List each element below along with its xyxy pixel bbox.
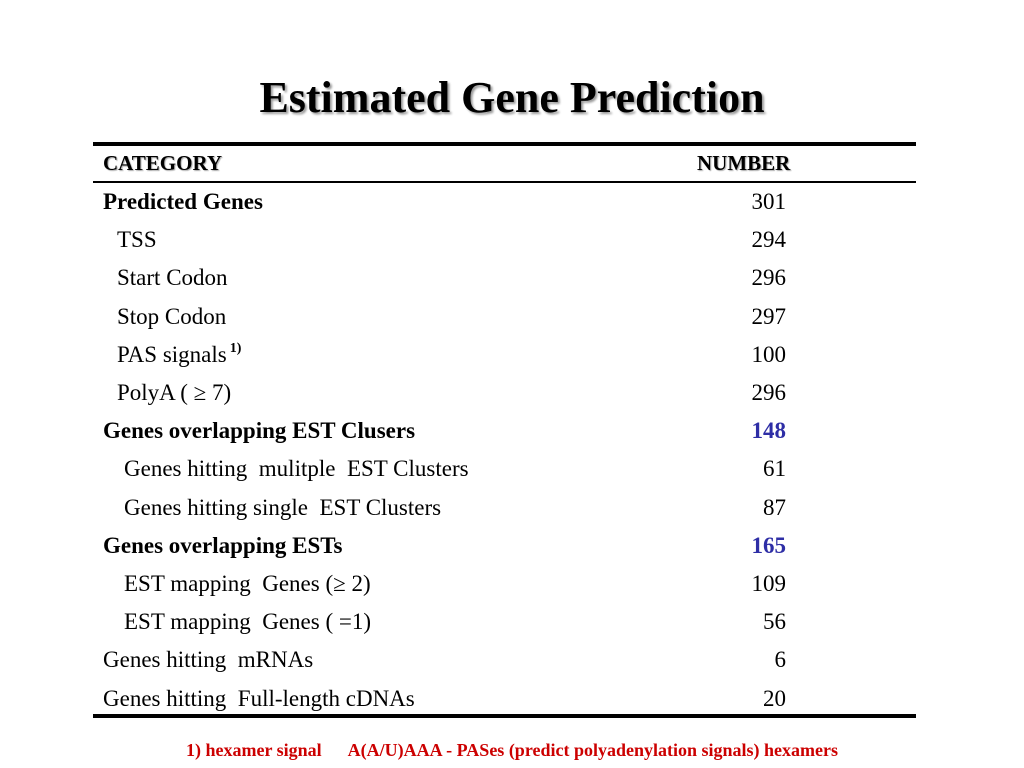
table-row: Genes hitting mulitple EST Clusters 61 — [93, 450, 916, 488]
category-cell: Stop Codon — [117, 298, 226, 336]
number-cell: 87 — [763, 494, 786, 520]
number-cell: 294 — [751, 227, 787, 253]
category-cell: PolyA ( ≥ 7) — [117, 374, 231, 412]
category-cell: Genes overlapping ESTs — [103, 527, 342, 565]
category-label: PAS signals — [117, 341, 227, 367]
category-label: EST mapping Genes (≥ 2) — [124, 571, 371, 596]
column-header-number: NUMBER — [697, 151, 791, 175]
footnote-marker: 1) — [229, 340, 242, 356]
table-header-rule — [93, 181, 916, 183]
table-row: EST mapping Genes (≥ 2) 109 — [93, 565, 916, 603]
table-row: Genes hitting single EST Clusters 87 — [93, 489, 916, 527]
number-cell: 296 — [751, 380, 787, 405]
number-cell: 148 — [751, 418, 787, 444]
table-row: Genes hitting Full-length cDNAs 20 — [93, 680, 916, 718]
category-label: Genes hitting mulitple EST Clusters — [124, 456, 469, 482]
category-label: EST mapping Genes ( =1) — [124, 609, 371, 635]
category-label: Genes overlapping ESTs — [103, 532, 343, 558]
category-cell: Start Codon — [117, 259, 228, 297]
table-row: Genes overlapping ESTs 165 — [93, 527, 916, 565]
category-cell: Genes hitting mulitple EST Clusters — [124, 450, 469, 488]
column-header-category: CATEGORY — [103, 151, 223, 175]
table-row: Start Codon 296 — [93, 259, 916, 297]
number-cell: 301 — [751, 189, 787, 214]
category-cell: Genes hitting Full-length cDNAs — [103, 680, 415, 718]
number-cell: 297 — [751, 303, 787, 329]
category-label: Genes hitting single EST Clusters — [124, 494, 442, 520]
table-row: Predicted Genes 301 — [93, 183, 916, 221]
number-cell: 100 — [751, 341, 787, 367]
category-label: PolyA ( ≥ 7) — [117, 380, 232, 405]
number-cell: 56 — [763, 609, 786, 635]
table-row: Stop Codon 297 — [93, 298, 916, 336]
number-cell: 61 — [763, 456, 786, 482]
category-cell: Predicted Genes — [103, 183, 263, 221]
category-cell: Genes overlapping EST Clusers — [103, 412, 415, 450]
category-label: TSS — [117, 227, 157, 253]
category-cell: Genes hitting mRNAs — [103, 641, 313, 679]
category-cell: TSS — [117, 221, 157, 259]
page-title: Estimated Gene Prediction — [259, 73, 765, 122]
table-row: PAS signals 1) 100 — [93, 336, 916, 374]
category-label: Genes overlapping EST Clusers — [103, 418, 416, 444]
category-cell: Genes hitting single EST Clusters — [124, 489, 441, 527]
number-cell: 6 — [774, 647, 787, 673]
table-top-rule — [93, 142, 916, 146]
table-row: TSS 294 — [93, 221, 916, 259]
category-cell: EST mapping Genes ( =1) — [124, 603, 371, 641]
category-label: Stop Codon — [117, 303, 227, 329]
table-row: Genes hitting mRNAs 6 — [93, 641, 916, 679]
category-label: Predicted Genes — [103, 189, 263, 214]
table-bottom-rule — [93, 714, 916, 718]
table-row: PolyA ( ≥ 7) 296 — [93, 374, 916, 412]
number-cell: 20 — [763, 685, 786, 711]
category-label: Start Codon — [117, 265, 228, 291]
category-label: Genes hitting Full-length cDNAs — [103, 685, 415, 711]
table-row: Genes overlapping EST Clusers 148 — [93, 412, 916, 450]
number-cell: 296 — [751, 265, 787, 291]
footnote: 1) hexamer signal A(A/U)AAA - PASes (pre… — [186, 740, 838, 760]
number-cell: 165 — [751, 532, 787, 558]
category-label: Genes hitting mRNAs — [103, 647, 314, 673]
table-row: EST mapping Genes ( =1) 56 — [93, 603, 916, 641]
category-cell: EST mapping Genes (≥ 2) — [124, 565, 371, 603]
number-cell: 109 — [751, 571, 787, 596]
category-cell: PAS signals 1) — [117, 336, 241, 374]
